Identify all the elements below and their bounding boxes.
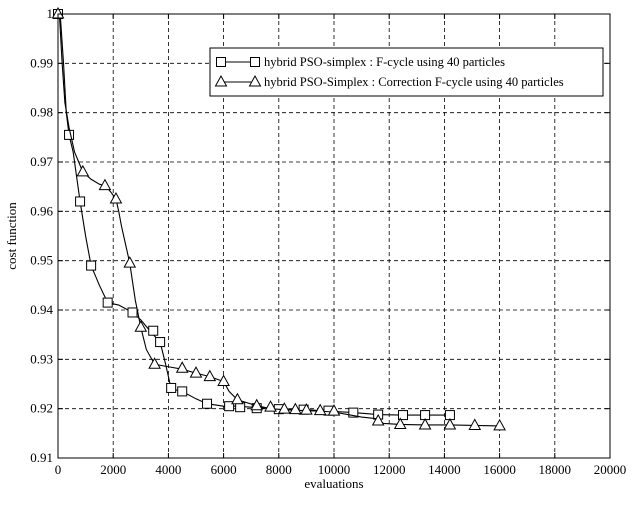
x-tick-label: 2000 xyxy=(100,462,126,477)
y-tick-label: 0.93 xyxy=(30,351,53,366)
y-tick-label: 0.96 xyxy=(30,203,53,218)
square-marker xyxy=(224,401,235,412)
triangle-marker xyxy=(468,418,482,430)
square-marker xyxy=(155,337,166,348)
x-tick-label: 16000 xyxy=(483,462,516,477)
triangle-marker xyxy=(289,402,302,415)
triangle-marker xyxy=(109,191,123,204)
triangle-marker xyxy=(327,404,341,416)
x-tick-label: 0 xyxy=(55,462,62,477)
legend-box xyxy=(209,47,604,97)
triangle-marker xyxy=(76,164,90,177)
y-tick-label: 0.91 xyxy=(30,450,53,465)
y-axis-label: cost function xyxy=(4,202,19,270)
y-tick-label: 0.99 xyxy=(30,55,53,70)
triangle-marker xyxy=(300,403,313,415)
triangle-marker xyxy=(98,178,112,191)
square-marker xyxy=(75,196,86,207)
square-marker xyxy=(202,398,213,409)
legend-square-marker xyxy=(216,57,226,67)
legend-entry-f-cycle: hybrid PSO-simplex : F-cycle using 40 pa… xyxy=(216,55,505,69)
y-tick-label: 1 xyxy=(47,6,54,21)
x-tick-label: 4000 xyxy=(155,462,181,477)
triangle-marker xyxy=(264,400,277,412)
legend: hybrid PSO-simplex : F-cycle using 40 pa… xyxy=(209,47,604,97)
x-tick-label: 20000 xyxy=(594,462,627,477)
x-axis-label: evaluations xyxy=(304,476,363,491)
ticks xyxy=(57,13,611,459)
square-marker xyxy=(166,382,177,393)
y-tick-label: 0.92 xyxy=(30,401,53,416)
legend-label-correction-f-cycle: hybrid PSO-Simplex : Correction F-cycle … xyxy=(264,75,564,89)
x-tick-label: 6000 xyxy=(211,462,237,477)
legend-entry-correction-f-cycle: hybrid PSO-Simplex : Correction F-cycle … xyxy=(214,74,564,89)
x-tick-label: 18000 xyxy=(539,462,572,477)
square-marker xyxy=(64,129,75,140)
triangle-marker xyxy=(175,361,189,373)
x-tick-label: 8000 xyxy=(266,462,292,477)
y-tick-label: 0.95 xyxy=(30,253,53,268)
triangle-marker xyxy=(493,418,506,431)
legend-square-marker xyxy=(250,57,260,67)
triangle-marker xyxy=(443,417,457,430)
triangle-marker xyxy=(418,417,432,430)
triangle-marker xyxy=(371,413,385,426)
square-marker xyxy=(148,325,159,336)
triangle-marker xyxy=(250,398,264,411)
tick-labels: 0 2000 4000 6000 8000 10000 12000 14000 16000 180… xyxy=(30,6,626,477)
triangle-marker xyxy=(189,366,203,378)
x-tick-label: 14000 xyxy=(428,462,461,477)
triangle-marker xyxy=(231,392,244,405)
square-marker xyxy=(398,410,408,421)
square-marker xyxy=(177,386,188,397)
series-correction-f-cycle xyxy=(51,6,506,431)
square-marker xyxy=(127,307,138,318)
square-marker xyxy=(102,297,113,308)
y-tick-label: 0.94 xyxy=(30,302,53,317)
triangle-marker xyxy=(393,417,407,429)
square-marker xyxy=(348,407,359,418)
legend-triangle-marker xyxy=(248,74,262,87)
legend-triangle-marker xyxy=(214,74,228,87)
triangle-marker xyxy=(123,256,137,268)
triangle-marker xyxy=(217,374,230,387)
legend-label-f-cycle: hybrid PSO-simplex : F-cycle using 40 pa… xyxy=(264,55,505,69)
triangle-marker xyxy=(313,403,327,416)
x-tick-label: 12000 xyxy=(373,462,406,477)
y-tick-label: 0.98 xyxy=(30,105,53,120)
y-tick-label: 0.97 xyxy=(30,154,53,169)
triangle-marker xyxy=(134,320,148,332)
triangle-marker xyxy=(277,402,291,414)
triangle-marker xyxy=(203,369,217,382)
triangle-marker xyxy=(148,357,161,369)
square-marker xyxy=(86,260,97,271)
x-tick-label: 10000 xyxy=(318,462,351,477)
